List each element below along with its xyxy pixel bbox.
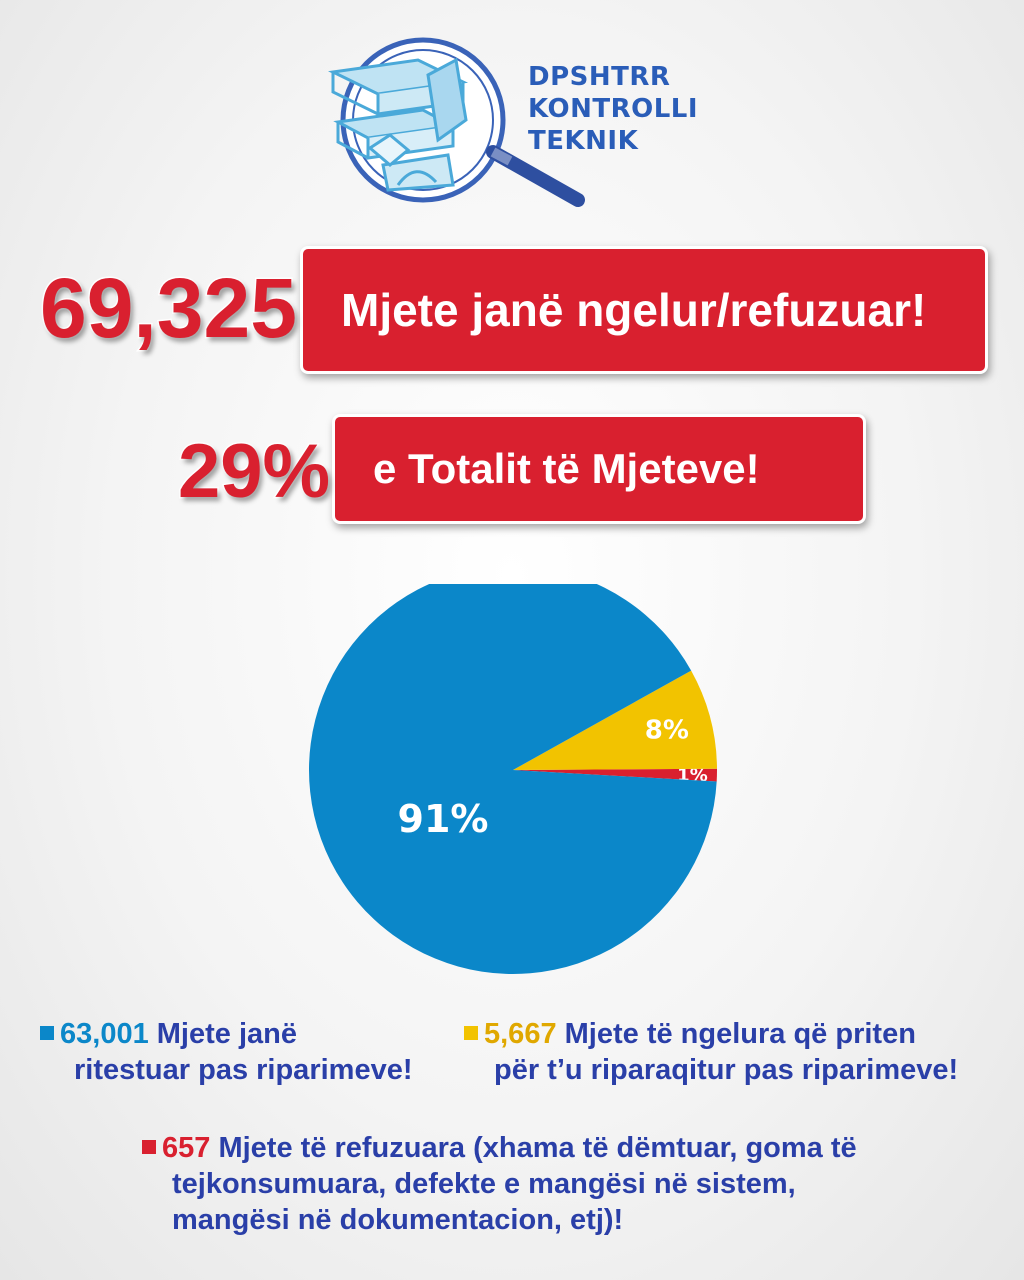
legend-item-blue: 63,001 Mjete janë ritestuar pas riparime… xyxy=(40,1016,412,1088)
rejected-vehicles-count: 69,325 xyxy=(39,261,299,355)
logo-text-line3: TEKNIK xyxy=(528,126,639,156)
slice-yellow-label: 8% xyxy=(645,716,689,746)
legend-item-red: 657 Mjete të refuzuara (xhama të dëmtuar… xyxy=(142,1130,857,1238)
legend-swatch-blue xyxy=(40,1026,54,1040)
slice-blue xyxy=(309,584,717,974)
logo-text-line1: DPSHTRR xyxy=(528,62,671,92)
logo-text-line2: KONTROLLI xyxy=(528,94,699,124)
slice-blue-label: 91% xyxy=(398,797,489,841)
road-blocks-icon xyxy=(328,57,469,192)
legend-value-yellow: 5,667 xyxy=(484,1018,557,1050)
legend-swatch-red xyxy=(142,1140,156,1154)
legend-value-blue: 63,001 xyxy=(60,1018,149,1050)
legend-swatch-yellow xyxy=(464,1026,478,1040)
total-share-percent: 29% xyxy=(176,429,331,514)
rejected-vehicles-banner: Mjete janë ngelur/refuzuar! xyxy=(300,246,988,374)
legend-text-red-line2: tejkonsumuara, defekte e mangësi në sist… xyxy=(172,1168,796,1200)
legend-text-red-line1: Mjete të refuzuara (xhama të dëmtuar, go… xyxy=(210,1132,857,1164)
legend-text-blue-line1: Mjete janë xyxy=(148,1018,297,1050)
rejected-vehicles-banner-text: Mjete janë ngelur/refuzuar! xyxy=(341,284,927,336)
legend-text-yellow-line2: për t’u riparaqitur pas riparimeve! xyxy=(494,1054,959,1086)
legend-item-yellow: 5,667 Mjete të ngelura që priten për t’u… xyxy=(464,1016,958,1088)
pie-chart: 1%8%91% xyxy=(309,584,717,974)
dpshtrr-logo xyxy=(328,37,585,207)
legend-value-red: 657 xyxy=(162,1132,211,1164)
legend-text-blue-line2: ritestuar pas riparimeve! xyxy=(74,1054,413,1086)
slice-red xyxy=(513,768,717,782)
slice-yellow xyxy=(513,670,717,770)
total-share-banner: e Totalit të Mjeteve! xyxy=(332,414,866,524)
legend-text-red-line3: mangësi në dokumentacion, etj)! xyxy=(172,1204,624,1236)
total-share-banner-text: e Totalit të Mjeteve! xyxy=(373,445,760,492)
legend-text-yellow-line1: Mjete të ngelura që priten xyxy=(556,1018,916,1050)
